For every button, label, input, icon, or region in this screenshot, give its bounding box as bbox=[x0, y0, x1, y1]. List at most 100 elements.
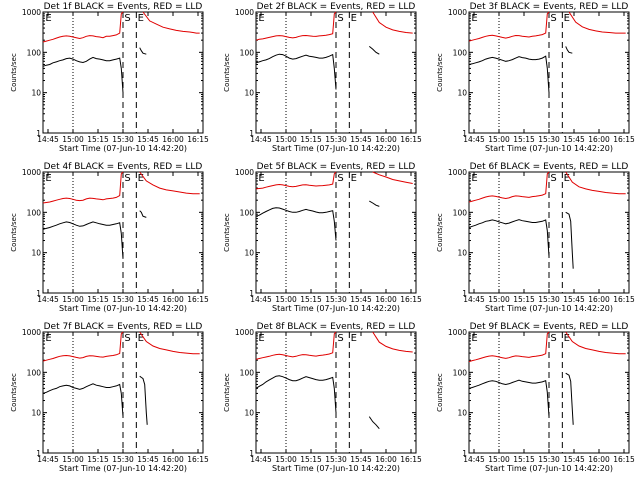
x-tick-label: 15:30 bbox=[325, 295, 347, 304]
chart-panel-6: Det 6f BLACK = Events, RED = LLD 1 10 100 10… bbox=[436, 162, 635, 313]
y-tick-label: 1 bbox=[36, 289, 41, 298]
x-tick-label: 16:15 bbox=[613, 455, 635, 464]
y-tick-label: 10 bbox=[244, 89, 254, 98]
x-tick-label: 16:15 bbox=[400, 295, 422, 304]
y-axis-label: Counts/sec bbox=[10, 373, 18, 412]
y-axis-label: Counts/sec bbox=[223, 53, 231, 92]
chart-title: Det 1f BLACK = Events, RED = LLD bbox=[44, 2, 203, 12]
y-tick-label: 10 bbox=[244, 249, 254, 258]
x-tick-label: 15:00 bbox=[62, 295, 84, 304]
x-tick-label: 15:15 bbox=[87, 295, 109, 304]
y-tick-label: 1000 bbox=[22, 168, 41, 177]
x-tick-label: 15:45 bbox=[137, 135, 159, 144]
marker-label: E bbox=[351, 13, 357, 24]
y-axis-label: Counts/sec bbox=[223, 213, 231, 252]
x-axis-label: Start Time (07-Jun-10 14:42:20) bbox=[59, 464, 187, 473]
x-tick-label: 16:15 bbox=[613, 135, 635, 144]
chart-title: Det 9f BLACK = Events, RED = LLD bbox=[470, 322, 629, 332]
chart-panel-1: Det 1f BLACK = Events, RED = LLD 1 10 100 10… bbox=[10, 2, 209, 153]
x-tick-label: 15:15 bbox=[300, 135, 322, 144]
marker-label: S bbox=[550, 333, 556, 344]
x-tick-label: 16:00 bbox=[162, 455, 184, 464]
marker-label: E bbox=[138, 13, 144, 24]
x-tick-label: 16:15 bbox=[400, 135, 422, 144]
series-line bbox=[42, 47, 147, 93]
x-tick-label: 15:45 bbox=[563, 455, 585, 464]
x-tick-label: 16:15 bbox=[187, 455, 209, 464]
marker-label: E bbox=[45, 13, 51, 24]
y-tick-label: 1000 bbox=[235, 8, 254, 17]
marker-label: E bbox=[138, 333, 144, 344]
y-tick-label: 1 bbox=[462, 449, 467, 458]
series-line bbox=[468, 171, 626, 203]
marker-label: E bbox=[471, 333, 477, 344]
x-axis-label: Start Time (07-Jun-10 14:42:20) bbox=[272, 304, 400, 313]
y-tick-label: 1000 bbox=[448, 168, 467, 177]
x-tick-label: 15:30 bbox=[325, 135, 347, 144]
series-line bbox=[255, 200, 380, 241]
x-tick-label: 15:30 bbox=[112, 295, 134, 304]
marker-label: S bbox=[124, 333, 130, 344]
marker-label: E bbox=[258, 173, 264, 184]
x-tick-label: 15:45 bbox=[563, 135, 585, 144]
x-tick-label: 15:00 bbox=[275, 455, 297, 464]
y-axis-label: Counts/sec bbox=[436, 213, 444, 252]
y-axis-label: Counts/sec bbox=[436, 53, 444, 92]
x-tick-label: 16:00 bbox=[588, 455, 610, 464]
x-tick-label: 15:45 bbox=[350, 455, 372, 464]
marker-label: S bbox=[337, 333, 343, 344]
x-tick-label: 14:45 bbox=[463, 295, 485, 304]
y-tick-label: 1 bbox=[462, 129, 467, 138]
x-tick-label: 15:00 bbox=[488, 135, 510, 144]
marker-label: E bbox=[258, 333, 264, 344]
marker-label: E bbox=[471, 173, 477, 184]
x-tick-label: 16:00 bbox=[588, 295, 610, 304]
y-tick-label: 100 bbox=[453, 208, 468, 217]
marker-label: S bbox=[550, 13, 556, 24]
x-tick-label: 14:45 bbox=[463, 135, 485, 144]
y-tick-label: 100 bbox=[240, 208, 255, 217]
chart-panel-4: Det 4f BLACK = Events, RED = LLD 1 10 100 10… bbox=[10, 162, 209, 313]
x-tick-label: 15:30 bbox=[538, 135, 560, 144]
x-tick-label: 15:15 bbox=[513, 455, 535, 464]
y-tick-label: 100 bbox=[453, 48, 468, 57]
x-tick-label: 15:15 bbox=[87, 455, 109, 464]
x-tick-label: 16:15 bbox=[187, 135, 209, 144]
marker-label: E bbox=[351, 333, 357, 344]
x-axis-label: Start Time (07-Jun-10 14:42:20) bbox=[485, 304, 613, 313]
y-tick-label: 10 bbox=[457, 409, 467, 418]
marker-label: S bbox=[124, 13, 130, 24]
y-tick-label: 100 bbox=[240, 48, 255, 57]
x-tick-label: 15:00 bbox=[275, 295, 297, 304]
y-tick-label: 10 bbox=[457, 89, 467, 98]
y-axis-label: Counts/sec bbox=[10, 213, 18, 252]
x-axis-label: Start Time (07-Jun-10 14:42:20) bbox=[59, 144, 187, 153]
chart-title: Det 4f BLACK = Events, RED = LLD bbox=[44, 162, 203, 172]
x-axis-label: Start Time (07-Jun-10 14:42:20) bbox=[485, 464, 613, 473]
y-tick-label: 1 bbox=[249, 289, 254, 298]
x-tick-label: 16:00 bbox=[162, 135, 184, 144]
y-tick-label: 1000 bbox=[22, 328, 41, 337]
y-tick-label: 1000 bbox=[448, 328, 467, 337]
y-tick-label: 1000 bbox=[235, 168, 254, 177]
x-tick-label: 15:15 bbox=[300, 295, 322, 304]
marker-label: E bbox=[564, 333, 570, 344]
y-tick-label: 1 bbox=[249, 129, 254, 138]
marker-label: S bbox=[337, 173, 343, 184]
x-tick-label: 14:45 bbox=[250, 295, 272, 304]
x-tick-label: 15:00 bbox=[488, 295, 510, 304]
x-tick-label: 15:30 bbox=[325, 455, 347, 464]
series-line bbox=[255, 11, 413, 41]
y-tick-label: 1 bbox=[462, 289, 467, 298]
y-tick-label: 1 bbox=[36, 129, 41, 138]
y-tick-label: 1 bbox=[36, 449, 41, 458]
x-tick-label: 15:00 bbox=[275, 135, 297, 144]
x-tick-label: 14:45 bbox=[250, 135, 272, 144]
chart-panel-7: Det 7f BLACK = Events, RED = LLD 1 10 100 10… bbox=[10, 322, 209, 473]
x-tick-label: 15:30 bbox=[112, 455, 134, 464]
series-line bbox=[255, 46, 380, 90]
x-axis-label: Start Time (07-Jun-10 14:42:20) bbox=[59, 304, 187, 313]
x-axis-label: Start Time (07-Jun-10 14:42:20) bbox=[485, 144, 613, 153]
chart-panel-3: Det 3f BLACK = Events, RED = LLD 1 10 100 10… bbox=[436, 2, 635, 153]
